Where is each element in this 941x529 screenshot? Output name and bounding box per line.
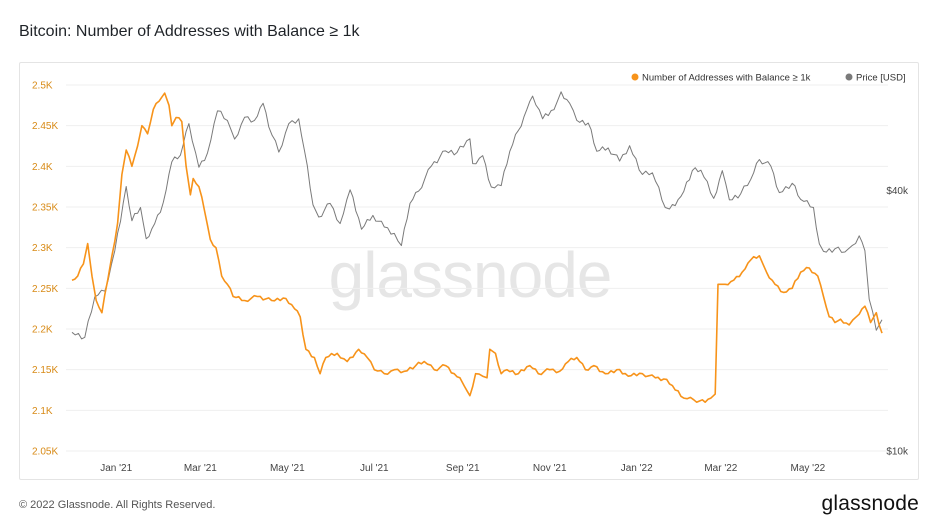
left-axis-tick-label: 2.4K xyxy=(32,162,53,173)
left-axis-tick-label: 2.25K xyxy=(32,284,58,295)
left-axis-tick-label: 2.35K xyxy=(32,203,58,214)
glassnode-logo[interactable]: glassnode xyxy=(821,492,919,515)
chart-svg: glassnode 2.05K 2.1K 2.15K 2.2K 2.25K 2.3K 2.3… xyxy=(32,73,909,475)
x-axis-tick-label: Sep '21 xyxy=(446,463,480,474)
addresses-series xyxy=(71,92,883,403)
right-axis-tick-label: $40k xyxy=(886,186,909,197)
right-axis: $10k $40k xyxy=(886,186,909,458)
left-axis-tick-label: 2.15K xyxy=(32,365,58,376)
left-axis: 2.05K 2.1K 2.15K 2.2K 2.25K 2.3K 2.35K 2.4K 2.45… xyxy=(32,81,58,458)
x-axis-tick-label: Nov '21 xyxy=(533,463,567,474)
left-axis-tick-label: 2.1K xyxy=(32,406,53,417)
watermark-text: glassnode xyxy=(329,239,612,311)
x-axis-tick-label: Jan '22 xyxy=(621,463,653,474)
price-series xyxy=(71,91,883,340)
legend-label-addresses: Number of Addresses with Balance ≥ 1k xyxy=(642,73,811,84)
x-axis-tick-label: Mar '21 xyxy=(184,463,217,474)
left-axis-tick-label: 2.05K xyxy=(32,447,58,458)
addresses-line xyxy=(71,92,883,403)
legend-label-price: Price [USD] xyxy=(856,73,906,84)
legend: Number of Addresses with Balance ≥ 1k Pri… xyxy=(631,73,906,84)
chart-title: Bitcoin: Number of Addresses with Balanc… xyxy=(19,23,360,40)
x-axis-tick-label: May '22 xyxy=(790,463,825,474)
x-axis-tick-label: Jan '21 xyxy=(100,463,132,474)
x-axis-tick-label: May '21 xyxy=(270,463,305,474)
chart-panel: glassnode 2.05K 2.1K 2.15K 2.2K 2.25K 2.3K 2.3… xyxy=(19,62,919,480)
x-axis: Jan '21 Mar '21 May '21 Jul '21 Sep '21 Nov '… xyxy=(100,463,825,474)
left-axis-tick-label: 2.3K xyxy=(32,243,53,254)
copyright-text: © 2022 Glassnode. All Rights Reserved. xyxy=(19,499,216,511)
price-line xyxy=(71,91,883,340)
left-axis-tick-label: 2.2K xyxy=(32,325,53,336)
right-axis-tick-label: $10k xyxy=(886,447,909,458)
legend-marker-price xyxy=(845,73,853,81)
x-axis-tick-label: Mar '22 xyxy=(704,463,737,474)
legend-marker-addresses xyxy=(631,73,639,81)
left-axis-tick-label: 2.5K xyxy=(32,81,53,92)
x-axis-tick-label: Jul '21 xyxy=(360,463,389,474)
left-axis-tick-label: 2.45K xyxy=(32,121,58,132)
